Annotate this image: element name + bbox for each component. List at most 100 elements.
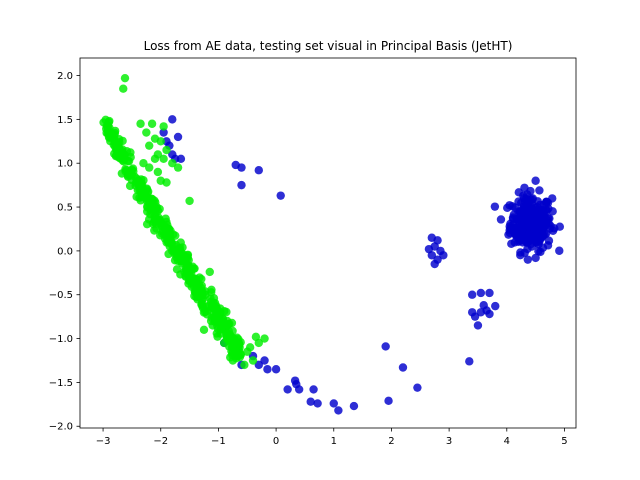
scatter-point-blue bbox=[162, 137, 171, 146]
scatter-point-blue bbox=[381, 342, 390, 351]
scatter-point-green bbox=[149, 217, 159, 227]
scatter-point-blue bbox=[413, 383, 422, 392]
scatter-point-green bbox=[197, 274, 206, 284]
scatter-point-blue bbox=[306, 397, 315, 406]
scatter-point-green bbox=[176, 270, 185, 279]
scatter-point-blue bbox=[476, 288, 486, 298]
y-axis-ticks: −2.0 −1.5 −1.0 −0.5 0.0 0.5 1.0 1.5 2.0 bbox=[49, 71, 80, 433]
scatter-point-green bbox=[168, 230, 178, 239]
scatter-point-green bbox=[131, 178, 141, 188]
scatter-point-green bbox=[103, 129, 113, 138]
scatter-point-green bbox=[147, 119, 157, 128]
scatter-point-green bbox=[260, 334, 269, 343]
scatter-point-blue bbox=[522, 238, 532, 247]
x-tick-label: 3 bbox=[446, 436, 452, 447]
scatter-point-green bbox=[185, 196, 194, 206]
scatter-point-blue bbox=[485, 309, 494, 319]
scatter-point-blue bbox=[237, 163, 246, 172]
scatter-point-blue bbox=[271, 365, 281, 374]
scatter-point-green bbox=[219, 338, 229, 348]
y-tick-label: 1.0 bbox=[57, 159, 73, 170]
scatter-point-blue bbox=[496, 215, 506, 224]
scatter-point-green bbox=[115, 138, 124, 147]
scatter-point-blue bbox=[506, 224, 515, 233]
y-tick-label: 0.0 bbox=[57, 246, 73, 257]
scatter-point-green bbox=[251, 332, 261, 342]
scatter-point-green bbox=[142, 128, 151, 137]
scatter-point-blue bbox=[517, 231, 527, 241]
scatter-point-green bbox=[138, 184, 147, 194]
scatter-point-blue bbox=[430, 259, 439, 269]
scatter-point-green bbox=[203, 301, 213, 311]
scatter-point-blue bbox=[545, 224, 554, 233]
scatter-point-blue bbox=[531, 224, 540, 233]
scatter-point-green bbox=[153, 167, 163, 177]
points-layer bbox=[99, 73, 565, 415]
scatter-point-green bbox=[141, 191, 151, 201]
scatter-point-blue bbox=[555, 222, 565, 231]
scatter-point-blue bbox=[491, 301, 500, 311]
scatter-point-green bbox=[145, 141, 154, 150]
scatter-point-blue bbox=[439, 251, 448, 260]
axes-frame bbox=[79, 57, 577, 429]
scatter-point-blue bbox=[526, 186, 535, 196]
scatter-point-blue bbox=[329, 399, 338, 408]
scatter-point-blue bbox=[384, 396, 393, 406]
scatter-point-blue bbox=[465, 357, 474, 366]
scatter-point-green bbox=[184, 255, 193, 265]
scatter-point-green bbox=[183, 265, 192, 275]
scatter-point-green bbox=[119, 84, 128, 93]
scatter-point-blue bbox=[517, 218, 527, 227]
scatter-point-green bbox=[150, 226, 159, 235]
scatter-point-blue bbox=[254, 360, 263, 370]
scatter-point-blue bbox=[168, 115, 177, 124]
scatter-point-green bbox=[145, 163, 154, 172]
y-tick-label: −1.5 bbox=[49, 378, 73, 389]
scatter-point-green bbox=[215, 309, 224, 318]
scatter-point-blue bbox=[276, 191, 285, 200]
scatter-point-blue bbox=[508, 202, 517, 211]
scatter-point-blue bbox=[433, 236, 442, 245]
scatter-point-blue bbox=[543, 241, 553, 250]
scatter-point-blue bbox=[424, 244, 434, 254]
y-tick-label: −2.0 bbox=[49, 422, 73, 433]
scatter-point-blue bbox=[237, 180, 246, 190]
scatter-point-blue bbox=[473, 321, 483, 330]
scatter-point-green bbox=[243, 347, 252, 356]
scatter-point-blue bbox=[334, 406, 343, 415]
scatter-point-blue bbox=[467, 290, 477, 299]
scatter-point-green bbox=[187, 282, 196, 292]
scatter-point-green bbox=[157, 220, 166, 230]
x-tick-label: 1 bbox=[331, 436, 337, 447]
scatter-point-green bbox=[213, 332, 222, 341]
scatter-point-green bbox=[125, 168, 134, 178]
scatter-point-blue bbox=[490, 202, 500, 211]
scatter-point-green bbox=[159, 122, 168, 131]
y-tick-label: 1.5 bbox=[57, 115, 73, 126]
scatter-point-green bbox=[167, 237, 176, 246]
x-tick-label: −3 bbox=[96, 436, 111, 447]
chart-title: Loss from AE data, testing set visual in… bbox=[144, 39, 513, 53]
scatter-point-green bbox=[176, 238, 185, 247]
scatter-point-green bbox=[104, 118, 113, 127]
scatter-point-green bbox=[120, 73, 130, 83]
scatter-point-blue bbox=[398, 363, 408, 372]
scatter-point-blue bbox=[309, 385, 318, 394]
scatter-point-blue bbox=[260, 356, 269, 365]
scatter-point-green bbox=[156, 137, 165, 146]
scatter-point-green bbox=[197, 300, 206, 309]
x-tick-label: 4 bbox=[504, 436, 510, 447]
scatter-point-blue bbox=[536, 247, 545, 257]
scatter-point-green bbox=[216, 325, 226, 334]
x-tick-label: 5 bbox=[561, 436, 567, 447]
scatter-point-blue bbox=[524, 197, 534, 206]
y-tick-label: 0.5 bbox=[57, 203, 73, 214]
y-tick-label: 2.0 bbox=[57, 71, 73, 82]
scatter-point-green bbox=[168, 159, 177, 168]
scatter-point-blue bbox=[538, 208, 547, 218]
scatter-point-green bbox=[225, 334, 235, 343]
scatter-point-blue bbox=[538, 221, 547, 231]
scatter-point-green bbox=[136, 119, 145, 128]
y-tick-label: −1.0 bbox=[49, 334, 73, 345]
